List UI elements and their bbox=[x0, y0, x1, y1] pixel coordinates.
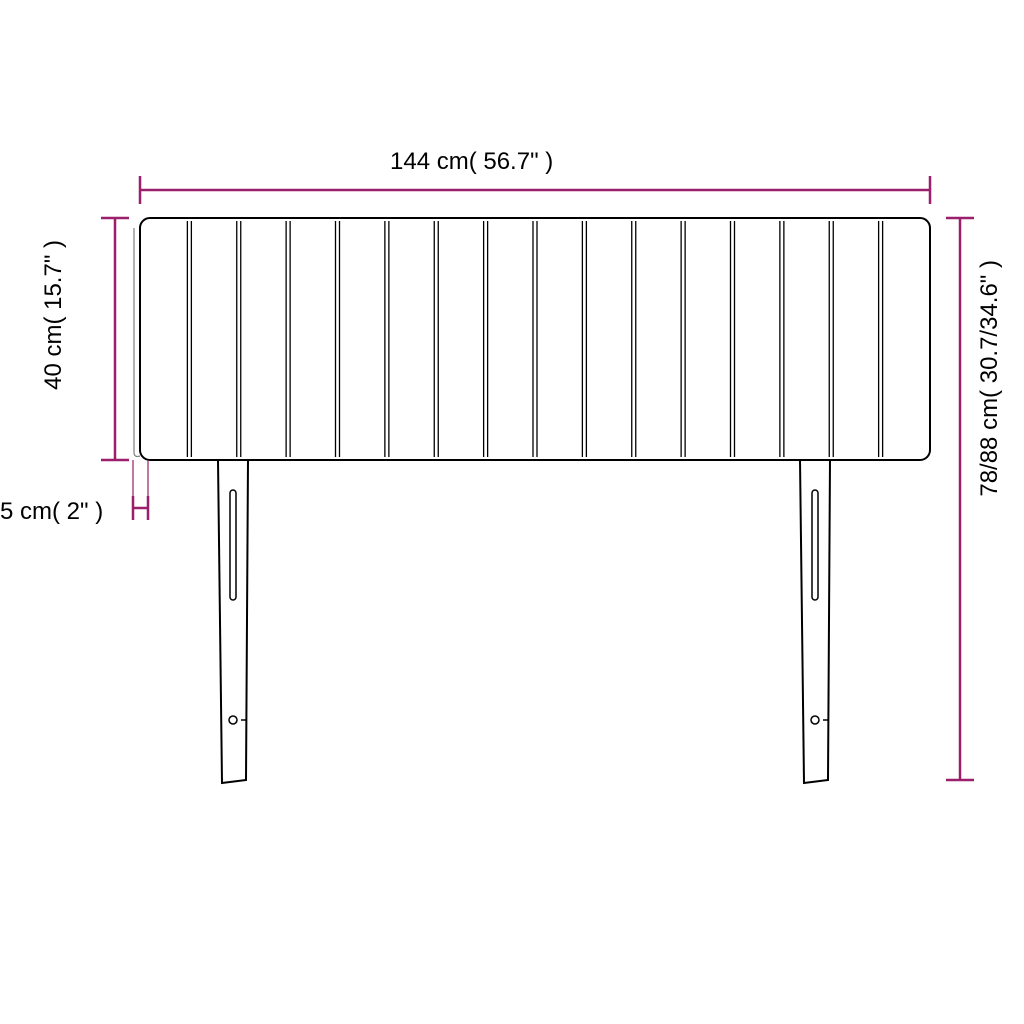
dim-width-label: 144 cm( 56.7" ) bbox=[390, 148, 553, 176]
headboard-leg bbox=[800, 460, 830, 783]
headboard-body bbox=[134, 218, 930, 460]
dim-panelh-label: 40 cm( 15.7" ) bbox=[40, 240, 68, 390]
dim-depth-label: 5 cm( 2" ) bbox=[0, 498, 103, 526]
dim-totalh-label: 78/88 cm( 30.7/34.6" ) bbox=[976, 260, 1004, 497]
headboard-leg bbox=[218, 460, 248, 783]
